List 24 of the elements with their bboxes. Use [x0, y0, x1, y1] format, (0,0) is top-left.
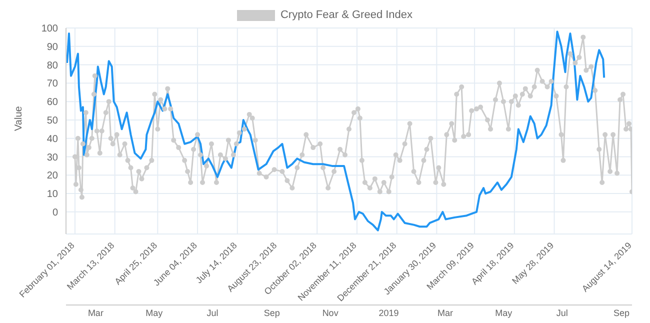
x2-tick-label: Nov [322, 308, 339, 318]
y-tick-label: 40 [46, 134, 58, 145]
y-tick-label: 30 [46, 152, 58, 164]
y-tick-label: 20 [46, 170, 58, 182]
y-tick-label: 0 [52, 207, 58, 218]
y-tick-label: 80 [46, 60, 58, 72]
x2-tick-label: May [495, 308, 513, 318]
line-series [66, 30, 606, 232]
x2-tick-label: May [146, 308, 164, 318]
x2-tick-label: Sep [613, 308, 630, 318]
x2-tick-label: Jul [556, 308, 568, 318]
y-axis-title: Value [14, 106, 25, 131]
y-tick-label: 10 [46, 189, 58, 200]
y-tick-label: 70 [46, 78, 58, 90]
y-tick-label: 60 [46, 97, 58, 108]
legend-label: Crypto Fear & Greed Index [280, 9, 413, 21]
x2-tick-label: 2019 [378, 308, 399, 318]
x2-tick-label: Sep [264, 308, 280, 318]
y-tick-label: 50 [46, 116, 58, 127]
y-tick-label: 90 [46, 42, 58, 53]
y-tick-label: 100 [41, 24, 58, 35]
x2-tick-label: Mar [88, 308, 104, 318]
x2-tick-label: Jul [206, 308, 218, 318]
x2-tick-label: Mar [438, 308, 453, 318]
